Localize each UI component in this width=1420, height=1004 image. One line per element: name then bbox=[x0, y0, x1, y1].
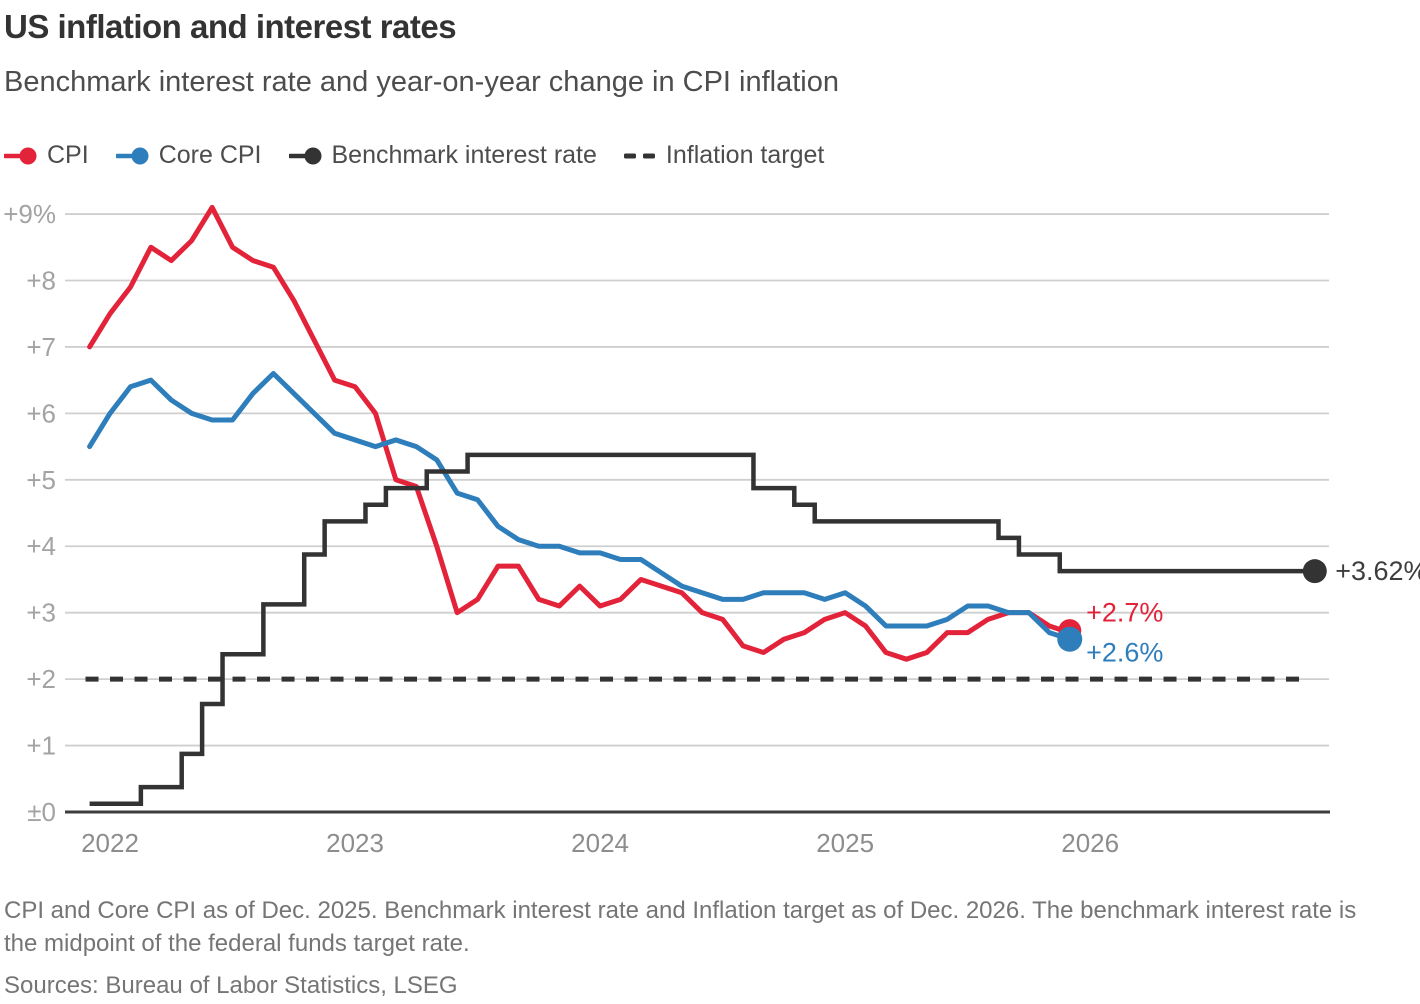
legend-item-inflation-target: Inflation target bbox=[623, 141, 825, 170]
y-tick-label: +1 bbox=[26, 731, 56, 761]
x-tick-label: 2025 bbox=[816, 828, 874, 858]
x-tick-label: 2026 bbox=[1061, 828, 1119, 858]
y-tick-label: +2 bbox=[26, 664, 56, 694]
core-cpi-end-dot bbox=[1057, 626, 1083, 652]
y-tick-label: +8 bbox=[26, 265, 56, 295]
legend-label: Core CPI bbox=[158, 141, 262, 169]
legend: CPI Core CPI Benchmark interest rate Inf… bbox=[4, 141, 824, 170]
core-cpi-legend-marker-icon bbox=[115, 147, 149, 164]
benchmark-end-label: +3.62% bbox=[1335, 556, 1420, 586]
cpi-line bbox=[87, 204, 1073, 662]
inflation-target-legend-marker-icon bbox=[623, 153, 655, 158]
benchmark-end-dot bbox=[1302, 559, 1327, 584]
page-subtitle: Benchmark interest rate and year-on-year… bbox=[4, 66, 839, 98]
y-tick-label: +9% bbox=[3, 199, 56, 229]
legend-item-benchmark-rate: Benchmark interest rate bbox=[288, 141, 597, 170]
line-chart: +9% +8 +7 +6 +5 +4 +3 +2 +1 ±0 2022 2023 2024 2025 202… bbox=[3, 199, 1420, 858]
legend-label: Inflation target bbox=[665, 141, 825, 169]
y-tick-label: +7 bbox=[26, 332, 56, 362]
x-tick-label: 2023 bbox=[326, 828, 384, 858]
legend-item-core-cpi: Core CPI bbox=[115, 141, 262, 170]
y-tick-label: +4 bbox=[26, 531, 56, 561]
x-tick-label: 2024 bbox=[571, 828, 629, 858]
y-tick-label: +3 bbox=[26, 598, 56, 628]
legend-label: Benchmark interest rate bbox=[331, 141, 597, 169]
y-tick-label: +5 bbox=[26, 465, 56, 495]
x-tick-label: 2022 bbox=[81, 828, 139, 858]
cpi-end-label: +2.7% bbox=[1086, 598, 1163, 628]
footnote: CPI and Core CPI as of Dec. 2025. Benchm… bbox=[4, 897, 1357, 957]
benchmark-legend-marker-icon bbox=[288, 147, 321, 164]
sources: Sources: Bureau of Labor Statistics, LSE… bbox=[4, 972, 458, 999]
core-cpi-line bbox=[87, 370, 1073, 642]
benchmark-interest-rate-line bbox=[89, 452, 1315, 806]
legend-item-cpi: CPI bbox=[4, 141, 89, 170]
page-title: US inflation and interest rates bbox=[4, 8, 457, 45]
cpi-legend-marker-icon bbox=[4, 147, 37, 164]
y-tick-label: +6 bbox=[26, 398, 56, 428]
legend-label: CPI bbox=[47, 141, 89, 169]
core-cpi-end-label: +2.6% bbox=[1086, 638, 1163, 668]
y-tick-label: ±0 bbox=[27, 797, 56, 827]
